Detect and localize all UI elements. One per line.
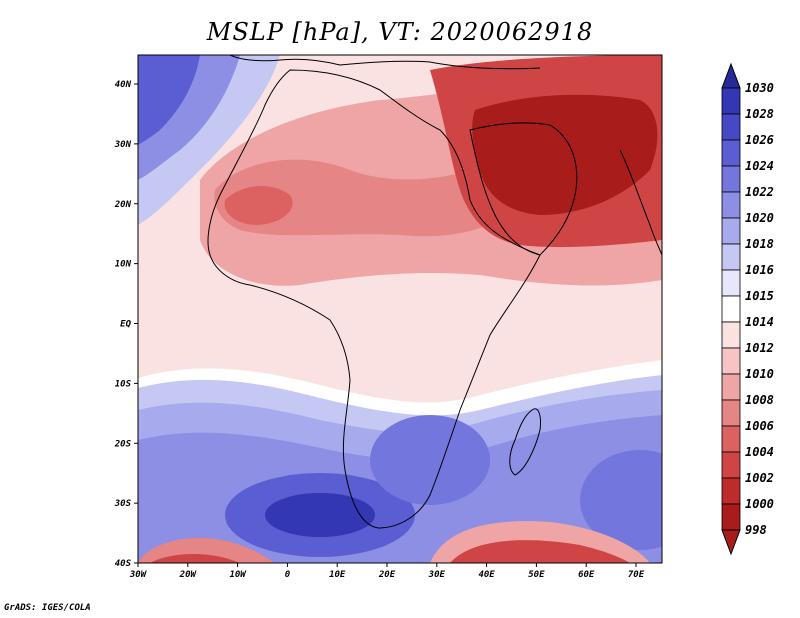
colorbar-swatch [721,451,741,479]
colorbar-label: 1004 [745,445,774,459]
sahara-core-low [224,185,293,225]
colorbar-label: 1018 [745,237,774,251]
colorbar-swatch [721,347,741,375]
colorbar-label: 1030 [745,81,774,95]
lat-label: 20N [114,200,132,210]
lon-label: 40E [478,570,495,580]
lon-label: 0 [285,570,291,580]
madagascar-coastline [509,408,541,476]
colorbar-swatch [721,87,741,115]
lon-label: 30E [428,570,446,580]
lat-label: 20S [114,439,132,449]
india-coastline [619,149,662,256]
colorbar-swatch [721,165,741,193]
southern-low-west-core [150,553,240,563]
colorbar-label: 1028 [745,107,774,121]
lon-label: 20E [378,570,396,580]
colorbar-swatch [721,191,741,219]
colorbar: 1030 1028 1026 1024 1022 1020 1018 1016 1015 1014… [721,62,774,556]
colorbar-label: 1026 [745,133,774,147]
lon-label: 20W [179,570,198,580]
southern-africa-high [370,415,490,505]
colorbar-label: 1015 [745,289,774,303]
lon-label: 60E [578,570,595,580]
colorbar-label: 1010 [745,367,774,381]
colorbar-swatch [721,373,741,401]
colorbar-label: 1022 [745,185,774,199]
colorbar-label: 1006 [745,419,774,433]
colorbar-swatch [721,139,741,167]
colorbar-label: 1008 [745,393,774,407]
north-atlantic-high-1024 [138,55,200,145]
colorbar-swatch [721,217,741,245]
colorbar-bottom-arrow [721,529,741,556]
colorbar-swatch [721,295,741,323]
colorbar-swatch [721,321,741,349]
credit-text: GrADS: IGES/COLA [4,603,91,613]
colorbar-swatch [721,113,741,141]
colorbar-label: 1002 [745,471,774,485]
lon-label: 10E [329,570,346,580]
colorbar-label: 1016 [745,263,774,277]
lon-label: 70E [628,570,645,580]
colorbar-swatch [721,269,741,297]
colorbar-swatch [721,503,741,531]
africa-coastline [207,69,541,529]
lat-label: 30S [114,499,132,509]
latitude-axis: 40N 30N 20N 10N EQ 10S 20S 30S 40S [114,80,138,569]
longitude-axis: 30W 20W 10W 0 10E 20E 30E 40E 50E 60E 70E [129,563,645,580]
sahel-low [214,159,521,237]
colorbar-top-arrow [721,62,741,89]
europe-coastline [229,55,541,70]
lat-label: 30N [114,140,132,150]
lon-label: 50E [528,570,545,580]
colorbar-swatch [721,425,741,453]
arabia-coastline [469,122,578,256]
plot-frame [137,54,663,564]
colorbar-label: 998 [745,523,767,537]
colorbar-label: 1024 [745,159,774,173]
colorbar-label: 1012 [745,341,774,355]
colorbar-swatch [721,243,741,271]
lat-label: 40N [115,80,132,90]
southern-low-east-core [450,540,630,563]
map-title: MSLP [hPa], VT: 2020062918 [206,18,594,46]
coastlines [207,55,662,529]
colorbar-label: 1000 [745,497,774,511]
colorbar-label: 1014 [745,315,774,329]
arabian-low-core [472,94,658,215]
lat-label: 10S [115,379,132,389]
lat-label: 40S [115,559,132,569]
colorbar-swatch [721,477,741,505]
lat-label: 10N [115,260,132,270]
south-atlantic-high-inner [265,493,375,537]
colorbar-swatch [721,399,741,427]
lon-label: 30W [129,570,148,580]
colorbar-label: 1020 [745,211,774,225]
lat-label: EQ [120,320,131,330]
lon-label: 10W [229,570,247,580]
pressure-field [138,55,662,563]
mascarene-high [580,450,662,550]
